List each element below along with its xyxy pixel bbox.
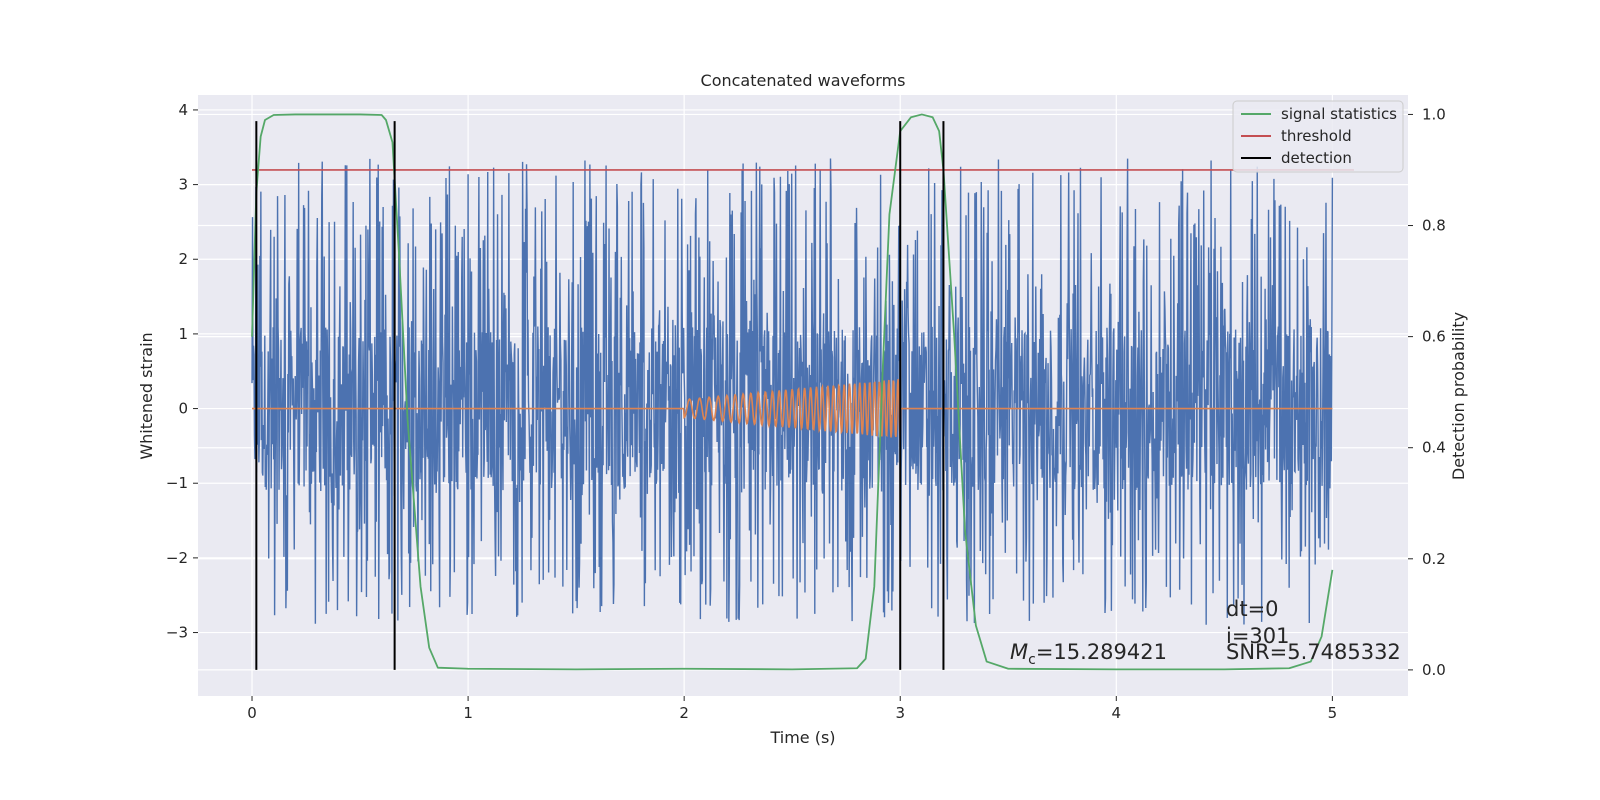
- y2-tick-label: 0.8: [1422, 217, 1446, 235]
- x-axis-label: Time (s): [769, 728, 835, 747]
- mc-annotation: Mc=15.289421: [1010, 640, 1167, 668]
- y-axis-label: Whitened strain: [137, 332, 156, 459]
- y2-axis-label: Detection probability: [1449, 312, 1468, 480]
- noise-series: [251, 158, 1334, 625]
- y2-tick-label: 0.6: [1422, 328, 1446, 346]
- ticks: 0 1 2 3 4 5 −3 −2 −1 0 1 2 3 4 0.0 0.2 0.4 0.6 0.8 1.0: [166, 101, 1446, 722]
- legend-label: threshold: [1281, 127, 1352, 145]
- y2-tick-label: 1.0: [1422, 105, 1446, 123]
- y-tick-label: −1: [166, 474, 188, 492]
- x-tick-label: 4: [1112, 704, 1122, 722]
- x-tick-label: 2: [679, 704, 689, 722]
- y-tick-label: 3: [178, 176, 188, 194]
- x-tick-label: 1: [463, 704, 473, 722]
- dt-annotation: dt=0: [1226, 597, 1279, 621]
- plot-content: [251, 113, 1354, 671]
- x-tick-label: 3: [895, 704, 905, 722]
- x-tick-label: 0: [247, 704, 257, 722]
- legend-label: signal statistics: [1281, 105, 1397, 123]
- legend: signal statistics threshold detection: [1232, 100, 1404, 173]
- x-tick-label: 5: [1328, 704, 1338, 722]
- y-tick-label: −2: [166, 549, 188, 567]
- i-annotation: i=301: [1226, 624, 1290, 648]
- snr-annotation: SNR=5.7485332: [1226, 640, 1401, 664]
- y-tick-label: 2: [178, 250, 188, 268]
- y2-tick-label: 0.4: [1422, 439, 1446, 457]
- legend-label: detection: [1281, 149, 1352, 167]
- waveform-series: [252, 379, 1333, 439]
- y-tick-label: 1: [178, 325, 188, 343]
- y2-tick-label: 0.0: [1422, 661, 1446, 679]
- annotations: Mc=15.289421 dt=0 i=301 SNR=5.7485332: [1010, 597, 1401, 668]
- signal-statistics-line: [251, 113, 1334, 671]
- y-tick-label: −3: [166, 624, 188, 642]
- chart-title: Concatenated waveforms: [701, 71, 906, 90]
- legend-box: [1232, 100, 1404, 173]
- y-tick-label: 4: [178, 101, 188, 119]
- y-tick-label: 0: [178, 400, 188, 418]
- y2-tick-label: 0.2: [1422, 550, 1446, 568]
